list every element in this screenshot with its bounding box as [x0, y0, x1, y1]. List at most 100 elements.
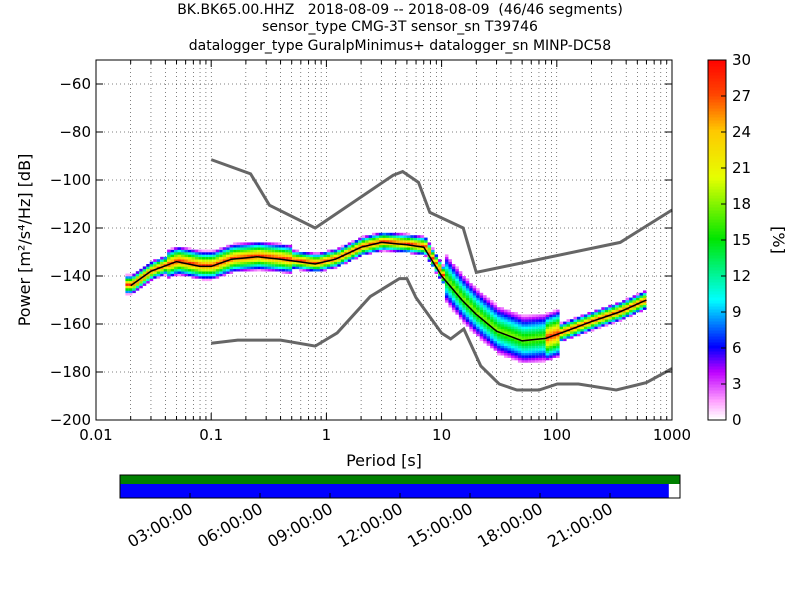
- x-axis: 0.01 0.1 1 10 100 1000: [79, 60, 691, 444]
- heatmap-cell: [167, 261, 171, 265]
- heatmap-cell: [219, 264, 223, 267]
- heatmap-cell: [472, 326, 477, 330]
- heatmap-cell: [448, 280, 452, 284]
- heatmap-cell: [226, 266, 230, 270]
- heatmap-cell: [302, 266, 307, 270]
- heatmap-cell: [483, 338, 487, 342]
- heatmap-cell: [215, 259, 220, 262]
- heatmap-cell: [139, 280, 143, 284]
- heatmap-cell: [517, 336, 522, 339]
- heatmap-cell: [215, 276, 220, 279]
- heatmap-cell: [608, 316, 612, 320]
- heatmap-cell: [566, 331, 571, 334]
- heatmap-cell: [507, 355, 511, 358]
- heatmap-cell: [528, 352, 532, 356]
- heatmap-cell: [392, 237, 397, 241]
- heatmap-cell: [472, 288, 477, 291]
- heatmap-cell: [128, 290, 133, 294]
- heatmap-cell: [246, 261, 251, 265]
- heatmap-cell: [420, 235, 425, 238]
- heatmap-cell: [604, 324, 609, 327]
- heatmap-cell: [396, 249, 400, 253]
- heatmap-cell: [462, 321, 466, 325]
- heatmap-cell: [257, 268, 261, 272]
- heatmap-cell: [451, 307, 456, 310]
- heatmap-cell: [281, 254, 286, 258]
- heatmap-cell: [354, 247, 359, 250]
- heatmap-cell: [233, 266, 237, 270]
- heatmap-cell: [490, 333, 494, 337]
- heatmap-cell: [531, 350, 536, 354]
- colorbar-segment: [708, 84, 726, 88]
- heatmap-cell: [396, 244, 400, 248]
- heatmap-cell: [274, 259, 279, 262]
- heatmap-cell: [222, 264, 227, 267]
- heatmap-cell: [212, 252, 216, 255]
- heatmap-cell: [170, 249, 175, 253]
- heatmap-cell: [156, 268, 161, 272]
- heatmap-cell: [222, 249, 227, 253]
- heatmap-cell: [504, 314, 508, 318]
- heatmap-cell: [479, 309, 484, 313]
- heatmap-cell: [458, 304, 463, 308]
- x-tick-label: 100: [542, 426, 571, 444]
- heatmap-cell: [538, 340, 543, 344]
- heatmap-cell: [542, 336, 546, 339]
- heatmap-cell: [504, 343, 508, 346]
- colorbar-segment: [708, 324, 726, 328]
- heatmap-cell: [469, 304, 473, 308]
- heatmap-cell: [253, 259, 258, 262]
- heatmap-cell: [337, 252, 341, 255]
- heatmap-cell: [576, 331, 581, 334]
- colorbar-segment: [708, 231, 726, 235]
- heatmap-cell: [333, 252, 338, 255]
- heatmap-cell: [142, 271, 147, 274]
- heatmap-cell: [622, 316, 626, 320]
- colorbar-segment: [708, 390, 726, 394]
- heatmap-cell: [552, 319, 557, 322]
- heatmap-cell: [403, 235, 407, 238]
- heatmap-cell: [233, 264, 237, 267]
- heatmap-cell: [524, 355, 529, 358]
- heatmap-cell: [208, 252, 213, 255]
- heatmap-cell: [510, 348, 515, 351]
- heatmap-cell: [524, 340, 529, 344]
- heatmap-cell: [542, 355, 546, 358]
- heatmap-cell: [253, 268, 258, 272]
- heatmap-cell: [542, 316, 546, 320]
- heatmap-cell: [444, 266, 449, 270]
- colorbar-segment: [708, 273, 726, 277]
- heatmap-cell: [427, 259, 432, 262]
- heatmap-cell: [507, 336, 511, 339]
- heatmap-cell: [542, 345, 546, 349]
- heatmap-cell: [563, 331, 567, 334]
- heatmap-cell: [385, 249, 390, 253]
- heatmap-cell: [323, 254, 327, 258]
- heatmap-cell: [260, 261, 265, 265]
- heatmap-cell: [556, 312, 560, 315]
- heatmap-cell: [240, 261, 244, 265]
- heatmap-cell: [177, 273, 181, 277]
- heatmap-cell: [556, 316, 560, 320]
- heatmap-cell: [330, 249, 334, 253]
- heatmap-cell: [538, 357, 543, 361]
- heatmap-cell: [410, 252, 414, 255]
- heatmap-cell: [504, 340, 508, 344]
- heatmap-cell: [431, 256, 435, 260]
- heatmap-cell: [153, 264, 157, 267]
- heatmap-cell: [639, 295, 643, 298]
- heatmap-cell: [521, 331, 525, 334]
- colorbar-segment: [708, 216, 726, 220]
- heatmap-cell: [180, 266, 185, 270]
- heatmap-cell: [545, 316, 550, 320]
- heatmap-cell: [455, 280, 459, 284]
- heatmap-cell: [160, 259, 164, 262]
- colorbar-segment: [708, 246, 726, 250]
- heatmap-cell: [191, 256, 195, 260]
- heatmap-cell: [535, 333, 539, 337]
- heatmap-cell: [201, 266, 206, 270]
- heatmap-cell: [476, 288, 480, 291]
- colorbar-segment: [708, 135, 726, 139]
- heatmap-cell: [434, 254, 439, 258]
- heatmap-cell: [559, 324, 564, 327]
